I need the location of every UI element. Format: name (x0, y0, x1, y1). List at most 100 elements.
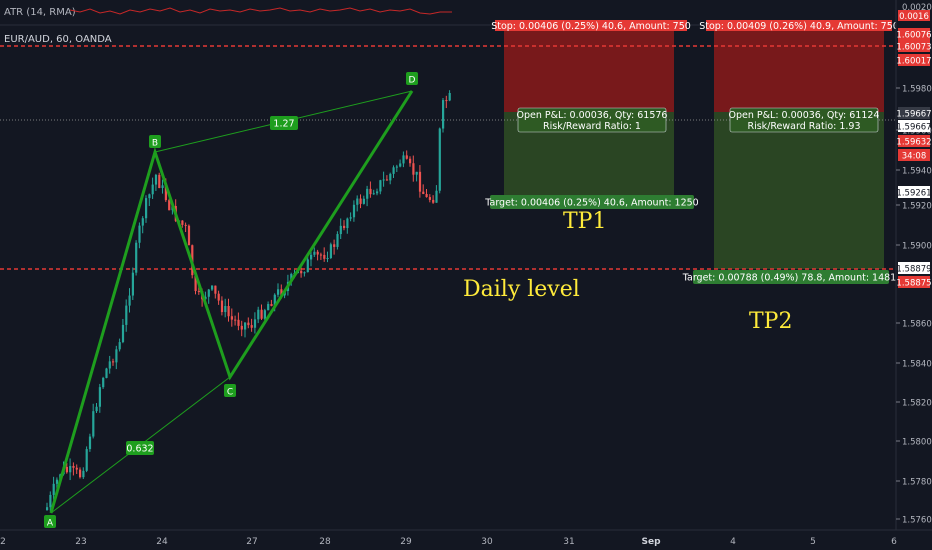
candle-body (102, 377, 105, 388)
candle-body (85, 449, 88, 471)
tp2-annotation: TP2 (749, 309, 792, 334)
candle-body (352, 204, 356, 218)
price-badge-text: 1.59667 (896, 109, 931, 119)
price-axis[interactable]: 1.598001.596001.594001.592001.590001.586… (895, 0, 932, 530)
candle-body (267, 304, 270, 311)
ratio-label: 0.632 (126, 444, 153, 455)
price-badge (898, 120, 930, 132)
candle-body (389, 173, 392, 181)
candle-body (326, 257, 329, 259)
stop-text-2: Stop: 0.00409 (0.26%) 40.9, Amount: 750 (699, 21, 899, 32)
candle-body (343, 225, 346, 229)
candle-body (306, 259, 309, 273)
point-a-label: A (47, 519, 54, 529)
candle-body (435, 190, 438, 203)
tp1-annotation: TP1 (563, 209, 606, 234)
candle-body (432, 199, 435, 203)
price-badge-text: 1.60073 (896, 42, 931, 52)
candle-body (121, 324, 125, 343)
candle-body (366, 188, 369, 199)
target-zone-2[interactable] (714, 112, 884, 269)
price-tick-label: 1.59000 (902, 242, 932, 252)
candle-body (181, 220, 184, 225)
point-c-label: C (227, 388, 233, 398)
ratio-badge (126, 441, 154, 455)
target-label-1[interactable] (490, 195, 694, 209)
candle-body (280, 289, 283, 296)
candle-body (385, 179, 389, 181)
price-tick-label: 1.59200 (902, 202, 932, 212)
candle-body (168, 200, 171, 211)
candle-body (65, 466, 68, 473)
candle-body (418, 171, 422, 192)
atr-line (69, 7, 452, 15)
target-text-2: Target: 0.00788 (0.49%) 78.8, Amount: 14… (682, 273, 899, 284)
candle-body (207, 289, 210, 297)
candle-body (277, 289, 280, 295)
candle-body (237, 319, 240, 326)
position-info-1[interactable] (517, 107, 667, 133)
candle-body (260, 309, 263, 319)
price-tick-label: 1.58600 (902, 320, 932, 330)
candle-body (187, 225, 191, 246)
time-label: 28 (319, 537, 331, 547)
daily-level-annotation: Daily level (463, 277, 580, 302)
position-info-2[interactable] (729, 107, 879, 133)
atr-axis-tick: 0.0020 (902, 3, 932, 13)
candle-body (112, 361, 115, 363)
candle-body (214, 285, 217, 294)
price-badge-text: 1.58879 (896, 264, 931, 274)
candle-body (204, 296, 207, 300)
candle-body (310, 254, 313, 260)
candle-body (230, 316, 233, 320)
candle-body (161, 185, 164, 189)
rr-text-2: Risk/Reward Ratio: 1.93 (747, 121, 860, 132)
candle-body (333, 244, 336, 247)
price-badge-text: 1.59667 (896, 122, 931, 132)
candle-body (128, 295, 131, 306)
pnl-text-2: Open P&L: 0.00036, Qty: 61124 (729, 110, 880, 121)
price-badge-text: 1.60076 (896, 30, 931, 40)
point-a-badge (44, 515, 56, 528)
time-label: 29 (400, 537, 412, 547)
abcd-pattern-line[interactable] (49, 90, 414, 514)
stop-zone-1[interactable] (504, 28, 674, 112)
target-label-2[interactable] (693, 270, 889, 284)
candle-body (95, 406, 98, 412)
candle-body (98, 387, 101, 407)
candle-body (300, 270, 303, 274)
symbol-label: EUR/AUD, 60, OANDA (4, 34, 112, 45)
price-badge-text: 1.58875 (896, 278, 931, 288)
candle-body (125, 305, 128, 325)
candle-body (273, 294, 276, 307)
time-label: 30 (481, 537, 493, 547)
candle-body (92, 411, 95, 437)
candle-body (405, 155, 408, 159)
candle-body (316, 251, 319, 255)
stop-zone-2[interactable] (714, 28, 884, 112)
candle-body (145, 198, 148, 219)
candle-body (362, 198, 365, 204)
price-badge (898, 262, 930, 274)
time-label: 2 (0, 537, 6, 547)
ratio-badge (270, 116, 298, 130)
candle-body (154, 174, 158, 185)
candle-body (217, 293, 220, 301)
candle-body (49, 494, 52, 508)
stop-label-2[interactable] (706, 20, 892, 31)
candle-body (197, 291, 200, 293)
candle-body (250, 325, 253, 328)
price-tick-label: 1.59800 (902, 85, 932, 95)
stop-label-1[interactable] (495, 20, 687, 31)
atr-label: ATR (14, RMA) (4, 7, 76, 18)
stop-text-1: Stop: 0.00406 (0.25%) 40.6, Amount: 750 (491, 21, 691, 32)
time-label: 24 (156, 537, 168, 547)
price-badge (898, 107, 930, 119)
price-badge-text: 1.59261 (896, 188, 931, 198)
candle-body (323, 254, 326, 259)
candle-body (211, 285, 214, 290)
time-axis[interactable]: 2 23 24 27 28 29 30 31 Sep 4 5 6 (0, 529, 932, 547)
candle-body (399, 163, 402, 167)
